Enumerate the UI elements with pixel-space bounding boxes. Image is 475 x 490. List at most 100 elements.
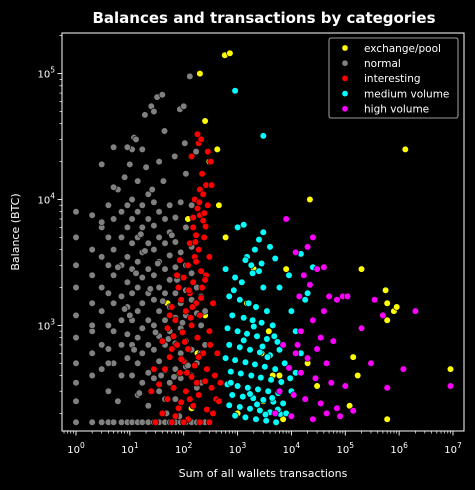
point-exchange-pool-13 bbox=[382, 286, 390, 294]
point-normal-21 bbox=[98, 283, 106, 292]
point-medium-volume-14 bbox=[245, 299, 253, 307]
point-normal-76 bbox=[134, 258, 142, 266]
point-interesting-75 bbox=[198, 283, 206, 292]
point-medium-volume-93 bbox=[270, 332, 278, 340]
point-normal-137 bbox=[166, 201, 174, 209]
point-exchange-pool-20 bbox=[383, 415, 391, 423]
point-interesting-79 bbox=[150, 365, 158, 373]
point-normal-74 bbox=[134, 208, 142, 216]
point-interesting-45 bbox=[170, 384, 178, 392]
point-interesting-60 bbox=[209, 409, 217, 418]
point-exchange-pool-8 bbox=[215, 201, 223, 209]
point-normal-37 bbox=[109, 271, 118, 279]
point-exchange-pool-7 bbox=[306, 195, 314, 204]
point-interesting-78 bbox=[147, 387, 155, 395]
point-interesting-53 bbox=[171, 412, 179, 420]
point-normal-53 bbox=[123, 223, 131, 231]
point-normal-91 bbox=[138, 379, 146, 387]
point-medium-volume-2 bbox=[234, 223, 242, 231]
point-interesting-57 bbox=[168, 418, 176, 426]
point-medium-volume-74 bbox=[301, 296, 309, 304]
point-interesting-17 bbox=[184, 261, 192, 269]
point-high-volume-27 bbox=[327, 379, 335, 387]
point-medium-volume-76 bbox=[275, 283, 284, 292]
point-normal-88 bbox=[138, 299, 146, 307]
point-medium-volume-60 bbox=[256, 406, 264, 415]
point-normal-64 bbox=[128, 239, 136, 247]
point-exchange-pool-5 bbox=[213, 145, 221, 153]
point-medium-volume-42 bbox=[257, 374, 265, 382]
legend-box bbox=[328, 37, 459, 119]
point-normal-52 bbox=[123, 201, 131, 209]
point-interesting-15 bbox=[195, 246, 203, 254]
point-medium-volume-82 bbox=[266, 243, 274, 251]
point-exchange-pool-30 bbox=[265, 327, 273, 335]
point-medium-volume-98 bbox=[253, 400, 261, 409]
point-interesting-32 bbox=[193, 334, 202, 342]
point-high-volume-46 bbox=[295, 292, 303, 301]
point-normal-15 bbox=[88, 349, 96, 357]
point-high-volume-33 bbox=[317, 399, 325, 408]
legend-marker-medium-volume bbox=[341, 90, 349, 97]
point-interesting-93 bbox=[215, 397, 223, 405]
point-interesting-48 bbox=[163, 395, 172, 403]
point-high-volume-40 bbox=[336, 412, 344, 420]
point-interesting-33 bbox=[158, 337, 166, 345]
x-tick-label: 104 bbox=[283, 441, 301, 456]
point-exchange-pool-12 bbox=[357, 265, 366, 273]
point-medium-volume-99 bbox=[261, 410, 270, 419]
point-normal-120 bbox=[155, 283, 163, 292]
point-normal-6 bbox=[72, 359, 80, 367]
x-tick-label: 103 bbox=[229, 441, 247, 456]
point-normal-146 bbox=[171, 152, 179, 160]
chart-title: Balances and transactions by categories bbox=[92, 9, 435, 27]
point-medium-volume-39 bbox=[227, 368, 235, 376]
point-normal-216 bbox=[88, 321, 96, 330]
point-interesting-96 bbox=[188, 303, 196, 311]
point-high-volume-22 bbox=[323, 359, 331, 367]
point-exchange-pool-17 bbox=[446, 365, 455, 373]
point-medium-volume-92 bbox=[263, 353, 272, 361]
point-interesting-30 bbox=[163, 324, 172, 332]
point-medium-volume-56 bbox=[279, 399, 287, 408]
point-medium-volume-28 bbox=[225, 341, 233, 349]
point-exchange-pool-15 bbox=[383, 316, 391, 324]
legend-label: medium volume bbox=[364, 88, 449, 100]
point-normal-13 bbox=[88, 299, 96, 307]
point-interesting-65 bbox=[209, 299, 217, 307]
point-interesting-39 bbox=[191, 361, 199, 370]
point-normal-25 bbox=[98, 418, 106, 426]
point-high-volume-11 bbox=[343, 292, 352, 301]
x-tick-label: 101 bbox=[121, 441, 139, 456]
point-normal-194 bbox=[197, 321, 205, 330]
point-interesting-58 bbox=[180, 418, 188, 426]
point-normal-202 bbox=[114, 263, 122, 271]
point-interesting-76 bbox=[168, 345, 176, 353]
point-high-volume-9 bbox=[333, 296, 341, 304]
point-interesting-55 bbox=[196, 418, 204, 426]
point-normal-28 bbox=[104, 261, 112, 269]
point-interesting-19 bbox=[180, 273, 188, 282]
point-high-volume-45 bbox=[313, 345, 321, 353]
point-normal-99 bbox=[144, 316, 152, 324]
legend: exchange/pool normal interesting medium vol… bbox=[328, 37, 459, 119]
point-medium-volume-24 bbox=[243, 330, 251, 338]
point-high-volume-42 bbox=[399, 365, 408, 373]
point-high-volume-32 bbox=[301, 395, 309, 403]
point-medium-volume-35 bbox=[241, 358, 249, 366]
point-normal-0 bbox=[72, 208, 80, 216]
point-interesting-43 bbox=[201, 377, 209, 385]
point-normal-10 bbox=[88, 211, 96, 219]
point-normal-228 bbox=[109, 183, 118, 191]
point-medium-volume-47 bbox=[244, 384, 252, 392]
legend-label: exchange/pool bbox=[364, 43, 441, 55]
point-normal-55 bbox=[123, 278, 131, 286]
point-high-volume-34 bbox=[333, 404, 341, 412]
point-normal-83 bbox=[138, 145, 146, 153]
point-medium-volume-95 bbox=[281, 359, 289, 367]
point-medium-volume-8 bbox=[222, 265, 230, 273]
point-medium-volume-1 bbox=[259, 132, 267, 140]
y-axis-ticks: 103 104 105 bbox=[37, 35, 62, 414]
point-normal-77 bbox=[134, 283, 142, 292]
x-tick-label: 100 bbox=[67, 441, 85, 456]
